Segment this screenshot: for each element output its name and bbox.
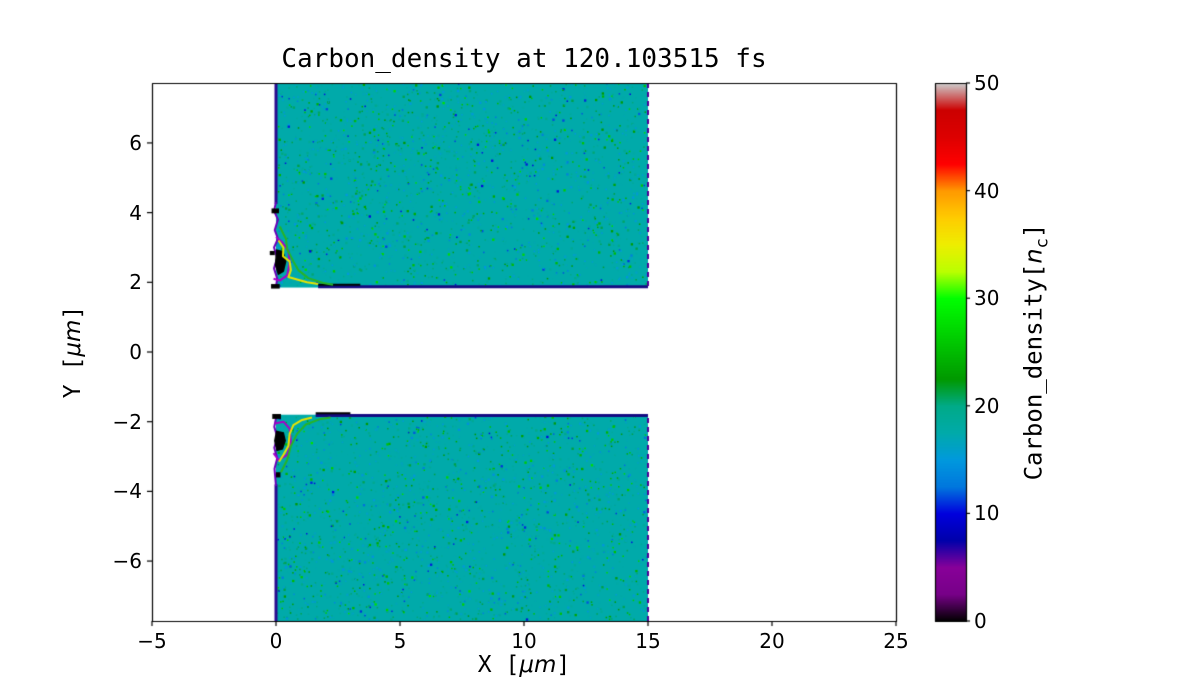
x-tick-label: 0: [269, 629, 283, 653]
y-tick-label: 2: [129, 270, 142, 295]
x-tick-label: 25: [883, 629, 909, 653]
x-tick-label: 10: [511, 629, 537, 653]
colorbar-tick-label: 40: [974, 178, 1000, 203]
x-axis-label-text: X [: [477, 652, 520, 678]
x-tick-label: 5: [393, 629, 407, 653]
colorbar-tick-label: 50: [974, 71, 1000, 95]
colorbar-tick-label: 20: [974, 393, 1000, 418]
colorbar-tick-label: 0: [974, 609, 987, 633]
plot-title: Carbon_density at 120.103515 fs: [281, 44, 767, 74]
x-tick-label: 15: [635, 629, 661, 653]
y-tick-label: −4: [112, 479, 142, 504]
y-tick-label: 0: [129, 340, 142, 364]
x-tick-label: −5: [137, 629, 167, 653]
y-tick-label: −2: [112, 409, 142, 434]
y-tick-label: 6: [129, 130, 142, 155]
x-axis-label-suffix: ]: [556, 652, 571, 678]
colorbar-label-var: n: [1019, 248, 1048, 264]
colorbar-label: Carbon_density[nc]: [1020, 224, 1053, 481]
y-tick-label: 4: [129, 200, 142, 225]
colorbar-tick-label: 10: [974, 501, 1000, 526]
y-tick-label: −6: [112, 549, 142, 574]
y-axis-label-suffix: ]: [60, 305, 86, 320]
x-tick-label: 20: [759, 629, 785, 653]
colorbar-tick-label: 30: [974, 286, 1000, 311]
colorbar-label-text: Carbon_density[: [1019, 263, 1048, 481]
colorbar-label-suffix: ]: [1019, 223, 1048, 239]
x-axis-label: X [μm]: [152, 652, 896, 678]
colorbar-label-sub: c: [1032, 238, 1053, 249]
x-axis-unit: μm: [519, 652, 557, 678]
